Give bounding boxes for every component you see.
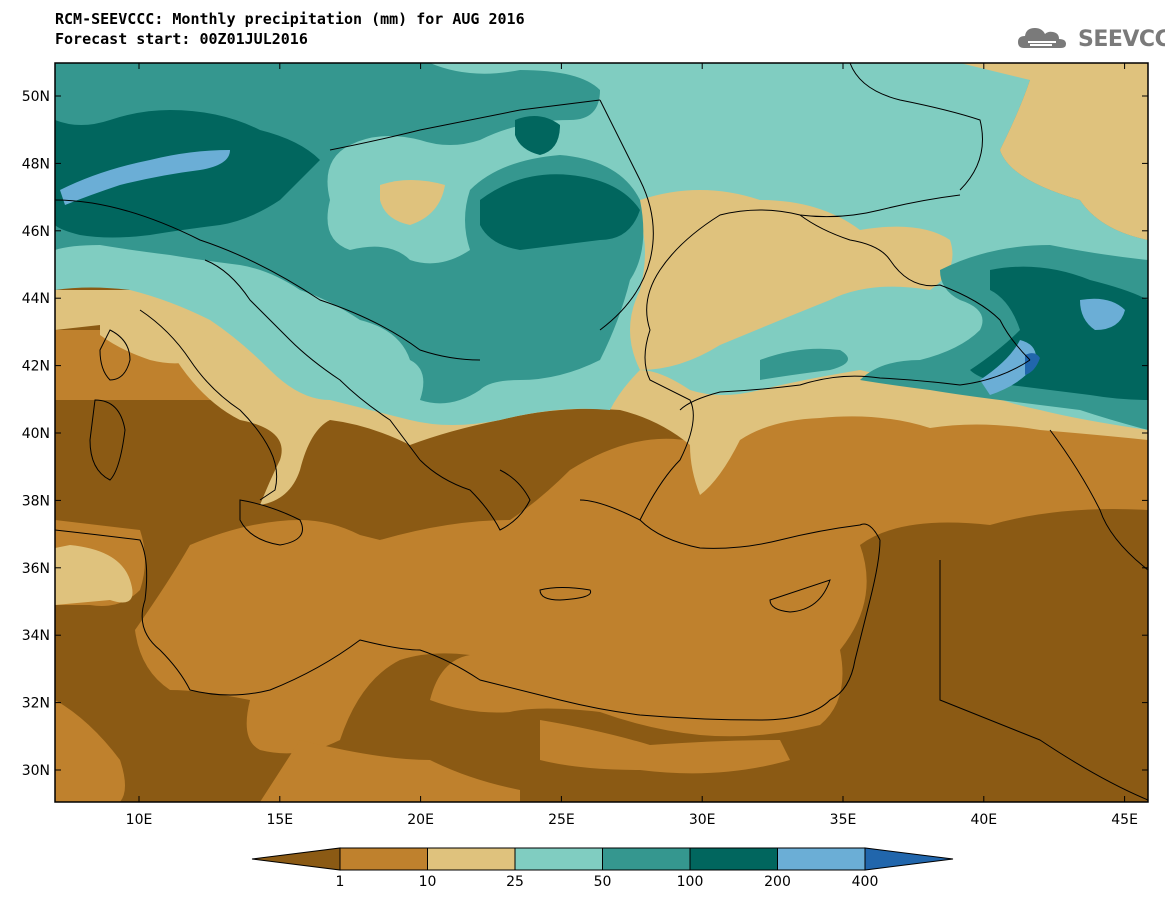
lat-label: 38N — [22, 493, 50, 509]
colorbar-segment — [689, 847, 778, 871]
lat-label: 44N — [22, 291, 50, 307]
colorbar-segment — [777, 847, 866, 871]
colorbar-legend: 1 10 25 50 100 200 400 — [251, 847, 954, 890]
lat-label: 46N — [22, 224, 50, 240]
colorbar-segment — [602, 847, 691, 871]
lon-label: 15E — [266, 812, 293, 828]
lon-label: 40E — [970, 812, 997, 828]
lat-label: 34N — [22, 628, 50, 644]
cloud-logo-icon — [1018, 28, 1066, 48]
colorbar-label: 200 — [764, 874, 791, 890]
lat-label: 30N — [22, 763, 50, 779]
lon-label: 10E — [126, 812, 153, 828]
lon-label: 20E — [407, 812, 434, 828]
colorbar-label: 100 — [677, 874, 704, 890]
coastlines — [55, 63, 1148, 801]
map-title: RCM-SEEVCCC: Monthly precipitation (mm) … — [55, 10, 525, 28]
forecast-start: Forecast start: 00Z01JUL2016 — [55, 30, 308, 48]
lat-label: 42N — [22, 359, 50, 375]
lat-label: 40N — [22, 426, 50, 442]
colorbar-label: 25 — [506, 874, 524, 890]
colorbar-label: 400 — [852, 874, 879, 890]
longitude-axis: 10E 15E 20E 25E 30E 35E 40E 45E — [126, 63, 1138, 828]
lon-label: 45E — [1111, 812, 1138, 828]
lat-label: 48N — [22, 156, 50, 172]
title-block: RCM-SEEVCCC: Monthly precipitation (mm) … — [55, 9, 525, 49]
colorbar-segment — [339, 847, 428, 871]
lat-label: 32N — [22, 696, 50, 712]
colorbar-segment — [864, 847, 954, 871]
colorbar-segment — [427, 847, 516, 871]
colorbar-label: 1 — [336, 874, 345, 890]
lat-label: 50N — [22, 89, 50, 105]
colorbar-segment — [251, 847, 341, 871]
latitude-axis: 50N 48N 46N 44N 42N 40N 38N 36N 34N 32N 30N — [22, 89, 1148, 779]
precipitation-field — [55, 63, 1148, 802]
lon-label: 25E — [548, 812, 575, 828]
colorbar-label: 50 — [594, 874, 612, 890]
lon-label: 35E — [830, 812, 857, 828]
colorbar-segment — [514, 847, 603, 871]
logo-text: SEEVCCC — [1078, 26, 1165, 52]
lat-label: 36N — [22, 561, 50, 577]
seevccc-logo: SEEVCCC — [1016, 22, 1165, 56]
lon-label: 30E — [689, 812, 716, 828]
colorbar-label: 10 — [419, 874, 437, 890]
